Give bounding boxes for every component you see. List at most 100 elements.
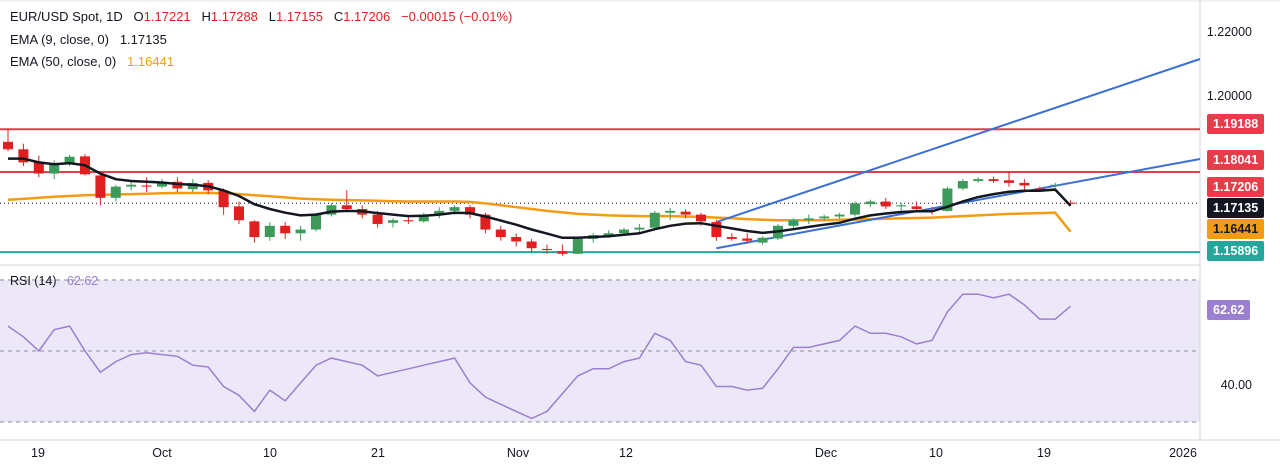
rsi-legend-label: RSI (14) — [10, 274, 57, 288]
high-label: H — [201, 9, 211, 24]
high-value: 1.17288 — [210, 9, 258, 24]
rsi-line-layer — [7, 293, 1072, 420]
candle-body — [418, 214, 429, 222]
change-value: −0.00015 (−0.01%) — [401, 9, 513, 24]
candle-body — [434, 210, 445, 215]
x-tick: 19 — [31, 446, 45, 460]
candle-body — [341, 205, 352, 210]
candle-body — [141, 185, 152, 187]
candle-body — [388, 220, 398, 223]
candle-body — [511, 237, 522, 242]
price-label-resistance: 1.18041 — [1207, 150, 1265, 170]
ema9-line — [8, 157, 1072, 240]
rsi-band-layer — [0, 279, 1200, 423]
open-label: O — [133, 9, 144, 24]
candle-body — [665, 210, 676, 213]
candle-body — [33, 161, 44, 174]
low-label: L — [268, 9, 276, 24]
low-value: 1.17155 — [275, 9, 323, 24]
ema50-legend-value: 1.16441 — [127, 54, 175, 69]
ema50-legend-label: EMA (50, close, 0) — [10, 54, 117, 69]
x-tick: Oct — [152, 446, 172, 460]
price-tick: 1.20000 — [1206, 89, 1252, 103]
ema9-legend-label: EMA (9, close, 0) — [10, 32, 109, 47]
x-tick: 21 — [371, 446, 385, 460]
candle-body — [311, 214, 321, 230]
candle-body — [988, 179, 999, 182]
horizontal-levels — [0, 128, 1200, 254]
rsi-line — [7, 293, 1072, 420]
x-tick: 10 — [263, 446, 277, 460]
candle-body — [942, 188, 953, 211]
x-tick: 19 — [1037, 446, 1051, 460]
candle-body — [495, 229, 506, 238]
candle-body — [526, 241, 537, 249]
candle-body — [957, 181, 968, 189]
candle-body — [449, 207, 460, 211]
candle-body — [865, 201, 876, 205]
candle-body — [64, 156, 75, 164]
candle-body — [973, 179, 984, 182]
candle-body — [603, 233, 614, 237]
candle-body — [850, 203, 860, 215]
candle-body — [295, 229, 306, 234]
candle-body — [803, 218, 814, 221]
candle-body — [465, 207, 475, 215]
price-label-last-close: 1.17206 — [1207, 177, 1265, 197]
candle-body — [95, 175, 106, 198]
candle-body — [834, 214, 845, 217]
x-tick: Dec — [814, 446, 838, 460]
symbol-ohlc-legend: EUR/USD Spot, 1D O1.17221 H1.17288 L1.17… — [10, 9, 512, 24]
price-tick: 1.22000 — [1206, 25, 1252, 39]
channel-upper-line — [716, 58, 1201, 224]
price-label-ema50: 1.16441 — [1207, 219, 1265, 239]
candle-body — [711, 222, 722, 238]
candle-body — [403, 220, 414, 222]
rsi-legend: RSI (14) 62.62 — [10, 274, 98, 288]
rsi-tick: 40.00 — [1220, 378, 1252, 392]
candle-body — [249, 221, 260, 238]
price-label-support: 1.15896 — [1207, 241, 1265, 261]
candle-body — [480, 214, 491, 230]
ema9-line-layer — [8, 157, 1072, 240]
candle-body — [218, 190, 229, 208]
candle-body — [280, 225, 291, 234]
candle-body — [572, 238, 583, 254]
candle-body — [911, 206, 922, 210]
candle-body — [1019, 182, 1030, 186]
candle-body — [234, 206, 244, 221]
candle-body — [326, 205, 337, 215]
ema50-line — [7, 191, 1072, 233]
grid-layer — [0, 0, 1280, 441]
candle-body — [18, 149, 29, 163]
candle-body — [634, 227, 645, 230]
candle-body — [742, 238, 753, 241]
price-label-resistance-high: 1.19188 — [1207, 114, 1265, 134]
candle-body — [726, 237, 737, 239]
candle-body — [126, 184, 137, 187]
candle-body — [757, 237, 768, 243]
candle-body — [557, 251, 568, 254]
close-label: C — [333, 9, 344, 24]
candle-body — [542, 248, 552, 251]
candle-body — [880, 201, 891, 207]
candle-body — [788, 220, 799, 226]
candle-body — [619, 229, 629, 234]
candle-body — [680, 211, 691, 215]
ema50-line-layer — [7, 191, 1072, 233]
rsi-value-label: 62.62 — [1207, 300, 1251, 320]
candle-body — [896, 205, 907, 207]
ema50-legend: EMA (50, close, 0) 1.16441 — [10, 54, 174, 69]
symbol-title: EUR/USD Spot, 1D — [10, 9, 123, 24]
open-value: 1.17221 — [143, 9, 191, 24]
candle-body — [187, 182, 198, 190]
candle-body — [1050, 184, 1061, 186]
close-value: 1.17206 — [343, 9, 391, 24]
candle-body — [110, 186, 121, 198]
x-tick: 10 — [929, 446, 943, 460]
rsi-legend-value: 62.62 — [66, 274, 99, 288]
candle-body — [1004, 180, 1014, 183]
candle-body — [1065, 202, 1076, 204]
x-tick: 12 — [619, 446, 633, 460]
candle-body — [372, 214, 383, 224]
